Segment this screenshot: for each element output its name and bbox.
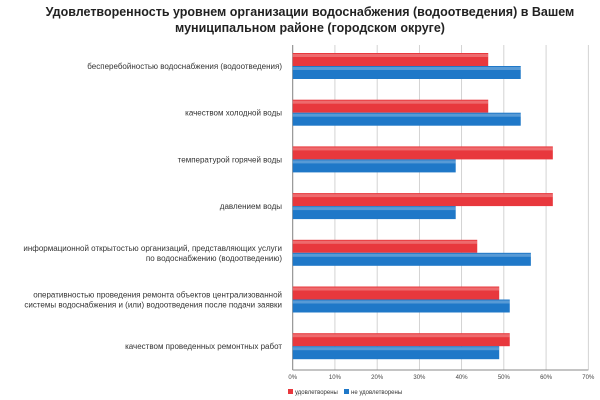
bar-highlight — [292, 334, 510, 338]
legend-label: не удовлетворены — [351, 390, 402, 396]
x-tick-label: 0% — [288, 375, 297, 381]
bar-highlight — [292, 194, 553, 198]
bar-satisfied — [292, 99, 489, 113]
category-label: качеством холодной воды — [185, 109, 282, 118]
category-label: давлением воды — [220, 202, 282, 211]
bar-highlight — [292, 54, 489, 57]
bar-highlight — [292, 347, 500, 351]
category-label: по водоснабжению (водоотведению) — [146, 254, 282, 263]
x-tick-label: 50% — [498, 375, 511, 381]
category-label: температурой горячей воды — [178, 155, 283, 164]
x-tick-label: 40% — [456, 375, 469, 381]
bar-not-satisfied — [292, 299, 510, 313]
bar-satisfied — [292, 193, 553, 207]
bar-satisfied — [292, 239, 478, 253]
bar-satisfied — [292, 53, 489, 66]
bar-not-satisfied — [292, 159, 456, 173]
category-label: бесперебойностью водоснабжения (водоотве… — [87, 62, 282, 71]
bar-highlight — [292, 253, 531, 257]
chart-title: Удовлетворенность уровнем организации во… — [45, 5, 575, 35]
bar-satisfied — [292, 286, 500, 300]
bar-highlight — [292, 240, 478, 244]
bar-highlight — [292, 67, 521, 70]
x-tick-label: 60% — [540, 375, 553, 381]
category-label: качеством проведенных ремонтных работ — [125, 342, 282, 351]
category-label: оперативностью проведения ремонта объект… — [33, 291, 282, 300]
x-tick-label: 20% — [371, 375, 384, 381]
x-tick-label: 30% — [413, 375, 426, 381]
x-tick-label: 70% — [582, 375, 595, 381]
bar-not-satisfied — [292, 112, 521, 126]
category-label: системы водоснабжения и (или) водоотведе… — [24, 301, 282, 310]
bar-not-satisfied — [292, 66, 521, 79]
bar-highlight — [292, 207, 456, 211]
bar-not-satisfied — [292, 206, 456, 220]
legend-swatch — [288, 389, 293, 394]
bar-highlight — [292, 100, 489, 104]
category-label: информационной открытостью организаций, … — [23, 244, 282, 253]
bar-highlight — [292, 300, 510, 304]
bar-highlight — [292, 160, 456, 164]
x-tick-label: 10% — [329, 375, 342, 381]
bar-satisfied — [292, 333, 510, 347]
bar-not-satisfied — [292, 252, 531, 266]
bar-highlight — [292, 287, 500, 291]
legend-label: удовлетворены — [295, 390, 338, 396]
bar-highlight — [292, 147, 553, 151]
legend-swatch — [344, 389, 349, 394]
bar-highlight — [292, 113, 521, 117]
bar-satisfied — [292, 146, 553, 160]
bar-not-satisfied — [292, 346, 500, 360]
